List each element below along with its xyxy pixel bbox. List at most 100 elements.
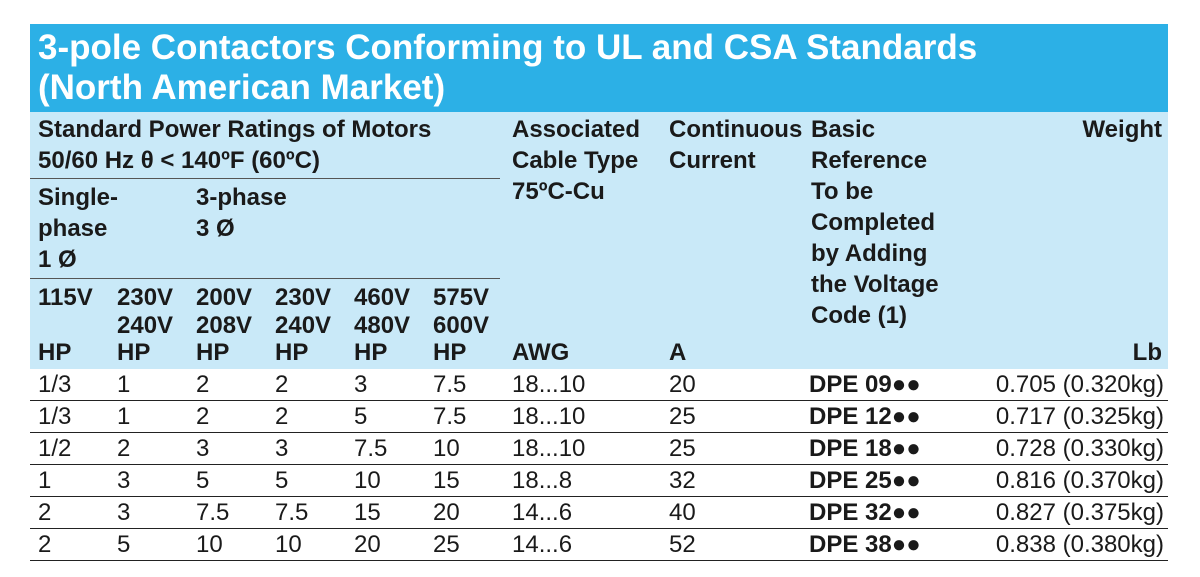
table-cell: 10 [267,528,346,561]
table-cell: 3 [188,432,267,465]
weight-heading: Weight [1082,116,1162,143]
table-cell: 2 [267,400,346,433]
weight-cell: 0.816 (0.370kg) [963,464,1168,497]
voltage-label: 115V [38,284,93,311]
weight-cell: 0.838 (0.380kg) [963,528,1168,561]
cable-heading-1: Associated [512,116,641,143]
current-heading-2: Current [669,147,756,174]
title-banner: 3-pole Contactors Conforming to UL and C… [30,24,1168,112]
table-cell: 18...10 [504,369,661,401]
weight-cell: 0.728 (0.330kg) [963,432,1168,465]
basic-reference-cell: DPE 25●● [803,464,963,497]
table-cell: 1 [109,369,188,401]
header-divider [30,278,500,279]
table-cell: 7.5 [425,400,504,433]
ratings-heading: Standard Power Ratings of Motors [38,116,432,143]
voltage-label: 208V [196,312,253,339]
title-line-1: 3-pole Contactors Conforming to UL and C… [38,28,978,67]
table-cell: 1 [109,400,188,433]
voltage-label: 200V [196,284,253,311]
unit-label: HP [196,339,230,366]
voltage-label: 240V [275,312,332,339]
cable-heading-2: Cable Type [512,147,639,174]
table-cell: 3 [109,464,188,497]
table-cell: 7.5 [267,496,346,529]
table-cell: 2 [30,496,109,529]
unit-label: HP [354,339,388,366]
table-cell: 20 [425,496,504,529]
table-row: 2 3 7.5 7.5 15 20 14...6 40 DPE 32●● 0.827 (0.375… [30,496,1168,529]
basic-reference-cell: DPE 09●● [803,369,963,401]
table-cell: 1 [30,464,109,497]
table-cell: 14...6 [504,528,661,561]
table-cell: 2 [267,369,346,401]
voltage-label: 230V [117,284,174,311]
weight-cell: 0.705 (0.320kg) [963,369,1168,401]
table-cell: 15 [346,496,425,529]
table-row: 1 3 5 5 10 15 18...8 32 DPE 25●● 0.816 (0.370kg) [30,464,1168,497]
single-phase-label-2: phase [38,215,108,242]
table-cell: 18...8 [504,464,661,497]
table-cell: 52 [661,528,803,561]
units-row: HP HP HP HP HP HP AWG A Lb [30,337,1168,369]
unit-label: AWG [512,339,570,366]
voltage-label: 575V [433,284,490,311]
table-cell: 2 [109,432,188,465]
voltage-label: 240V [117,312,174,339]
table-cell: 1/3 [30,369,109,401]
reference-heading: Code (1) [811,302,907,329]
table-cell: 2 [188,400,267,433]
table-cell: 3 [267,432,346,465]
basic-reference-cell: DPE 38●● [803,528,963,561]
cable-heading-3: 75ºC-Cu [512,178,605,205]
table-cell: 18...10 [504,400,661,433]
table-cell: 25 [425,528,504,561]
table-cell: 2 [188,369,267,401]
weight-cell: 0.827 (0.375kg) [963,496,1168,529]
voltage-label: 460V [354,284,411,311]
basic-reference-cell: DPE 18●● [803,432,963,465]
table-cell: 32 [661,464,803,497]
contactor-table: 3-pole Contactors Conforming to UL and C… [30,24,1168,561]
table-cell: 3 [109,496,188,529]
table-row: 2 5 10 10 20 25 14...6 52 DPE 38●● 0.838 (0.380kg… [30,528,1168,561]
table-cell: 1/2 [30,432,109,465]
single-phase-label-3: 1 Ø [38,246,77,273]
reference-heading: To be [811,178,874,205]
table-cell: 25 [661,400,803,433]
unit-label: HP [117,339,151,366]
table-cell: 14...6 [504,496,661,529]
table-cell: 7.5 [188,496,267,529]
header-divider [30,178,500,179]
reference-heading: Reference [811,147,928,174]
table-cell: 5 [188,464,267,497]
table-cell: 20 [346,528,425,561]
voltage-label: 600V [433,312,490,339]
table-cell: 10 [346,464,425,497]
table-cell: 3 [346,369,425,401]
unit-label: A [669,339,687,366]
basic-reference-cell: DPE 32●● [803,496,963,529]
table-cell: 7.5 [346,432,425,465]
table-cell: 10 [188,528,267,561]
table-cell: 5 [267,464,346,497]
table-cell: 18...10 [504,432,661,465]
table-cell: 7.5 [425,369,504,401]
table-cell: 25 [661,432,803,465]
unit-label: Lb [1132,339,1162,366]
table-cell: 10 [425,432,504,465]
weight-cell: 0.717 (0.325kg) [963,400,1168,433]
unit-label: HP [38,339,72,366]
three-phase-label-2: 3 Ø [196,215,235,242]
column-header: Standard Power Ratings of Motors 50/60 H… [30,112,1168,339]
ratings-conditions: 50/60 Hz θ < 140ºF (60ºC) [38,147,320,174]
data-table: 1/3 1 2 2 3 7.5 18...10 20 DPE 09●● 0.705 (0.320k… [30,369,1168,561]
reference-heading: by Adding [811,240,928,267]
reference-heading: Completed [811,209,936,236]
reference-heading: the Voltage [811,271,939,298]
table-row: 1/2 2 3 3 7.5 10 18...10 25 DPE 18●● 0.728 (0.330… [30,432,1168,465]
basic-reference-cell: DPE 12●● [803,400,963,433]
table-cell: 40 [661,496,803,529]
table-cell: 2 [30,528,109,561]
unit-label: HP [275,339,309,366]
